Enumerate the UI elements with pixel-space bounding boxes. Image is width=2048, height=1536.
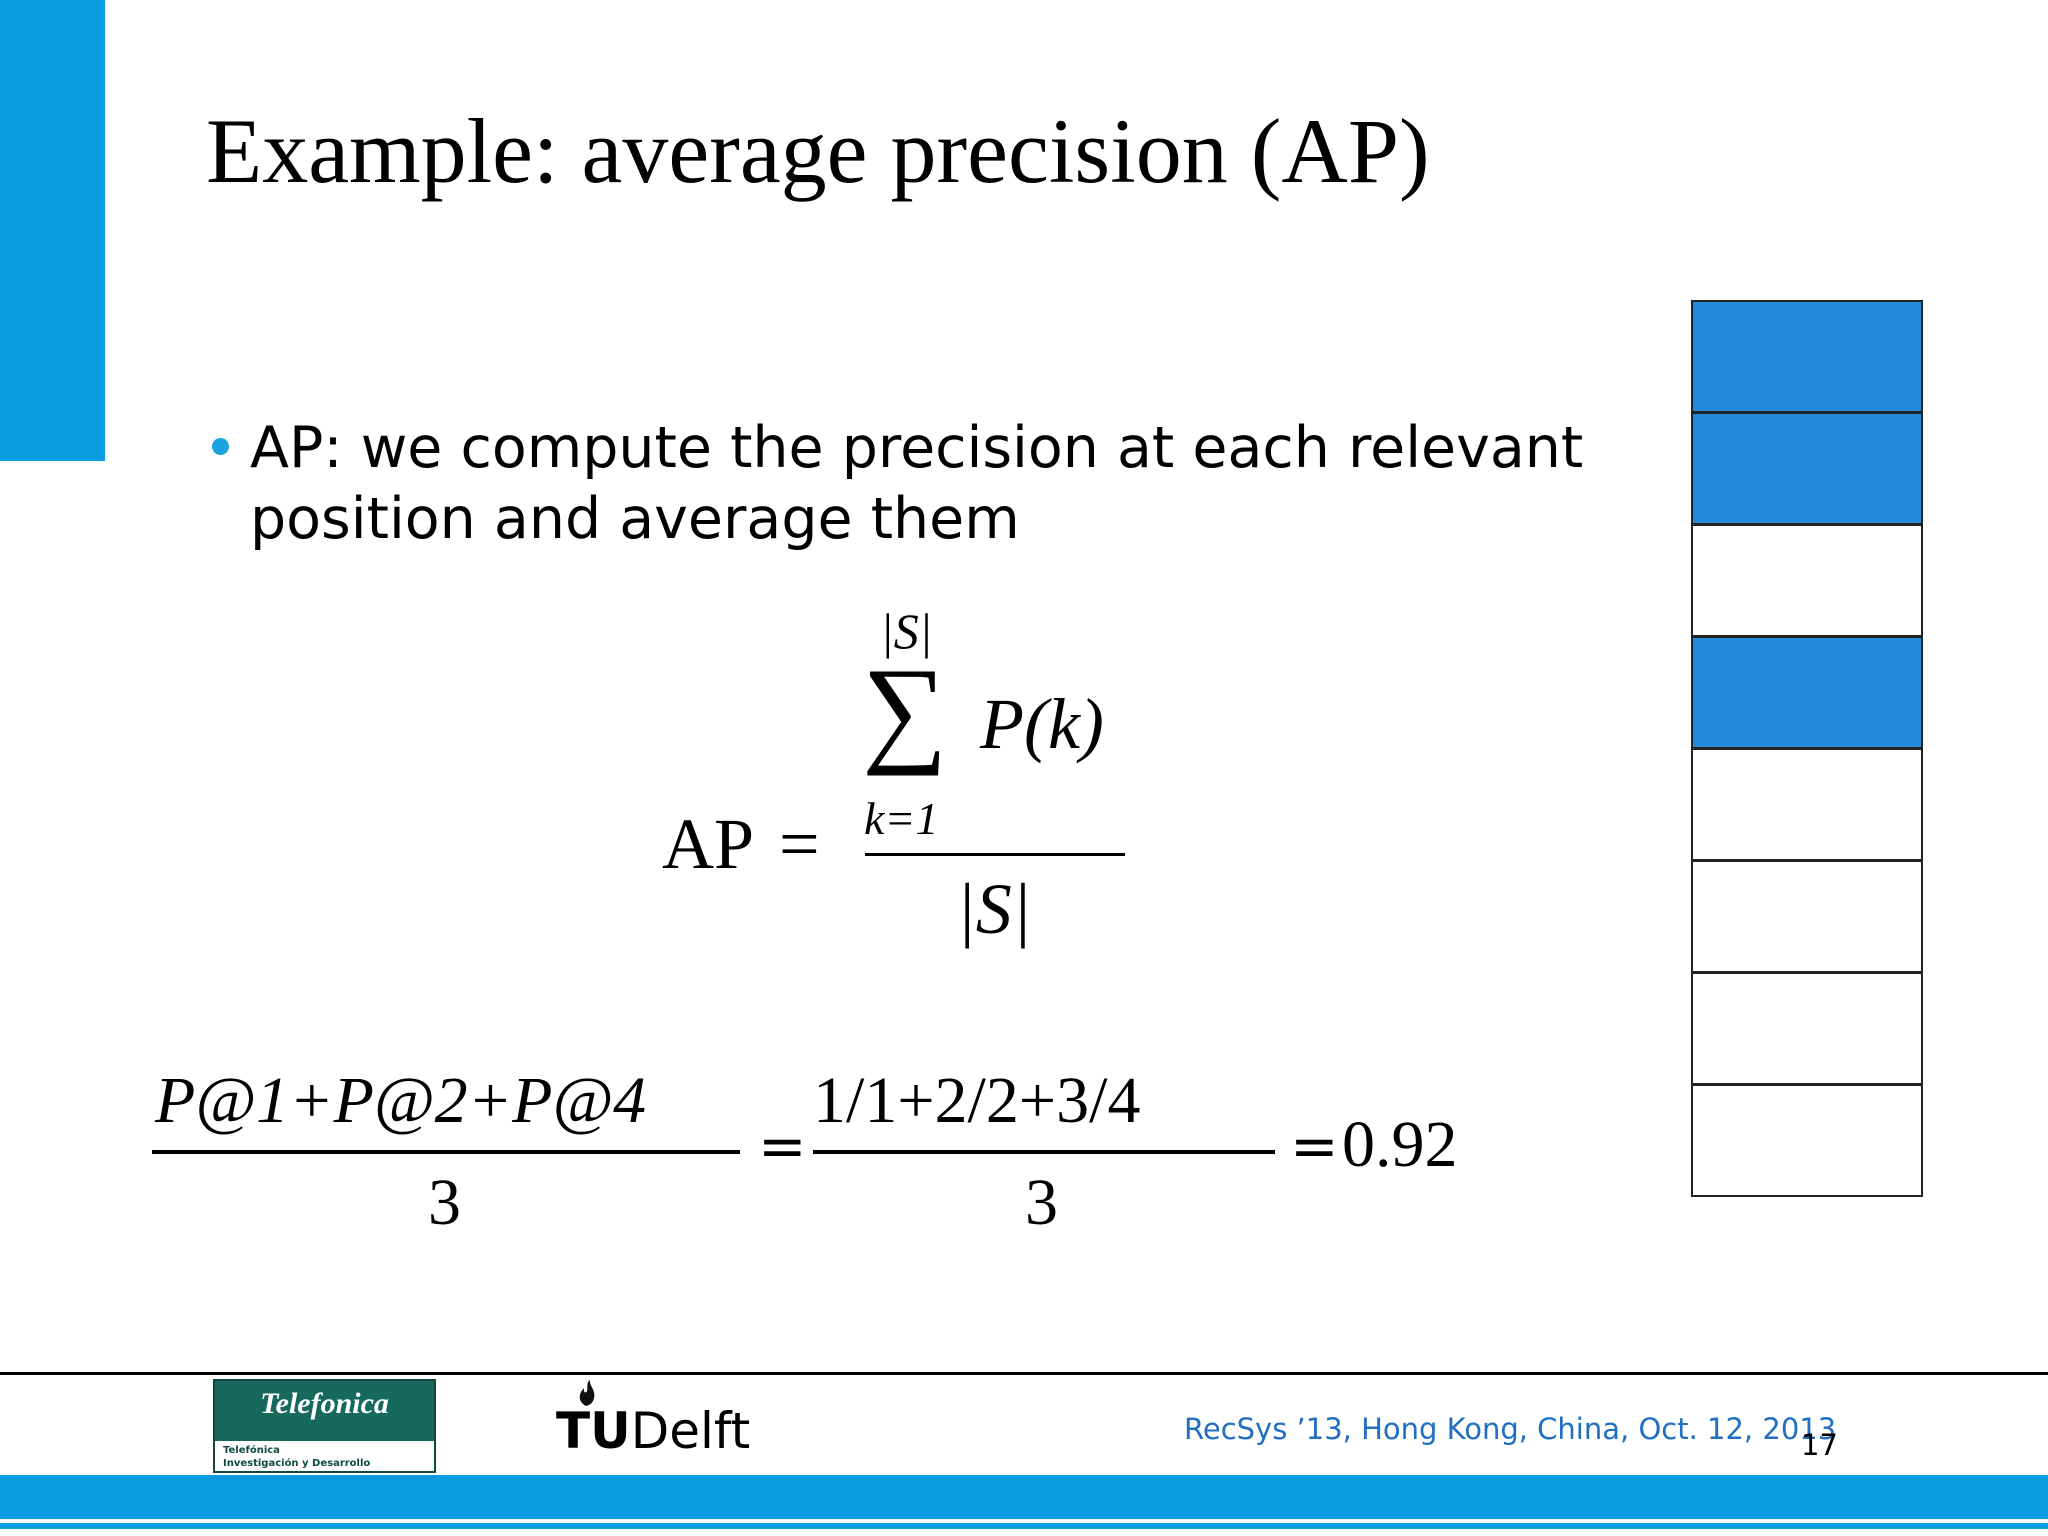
footer-caption: RecSys ’13, Hong Kong, China, Oct. 12, 2… — [1184, 1412, 1837, 1446]
telefonica-brand: Telefonica — [260, 1387, 389, 1420]
calc-numerator-2: 1/1+2/2+3/4 — [813, 1064, 1141, 1137]
footer-divider — [0, 1372, 2048, 1375]
left-accent-bar — [0, 0, 105, 461]
sum-upper-limit: |S| — [880, 603, 933, 659]
telefonica-subtitle-1: Telefónica — [223, 1445, 280, 1456]
tudelft-delft: Delft — [630, 1402, 751, 1460]
bullet-text: AP: we compute the precision at each rel… — [250, 415, 1584, 552]
fraction-bar — [865, 853, 1125, 856]
tudelft-wordmark: TUDelft — [556, 1406, 750, 1456]
telefonica-subtitle-area: Telefónica Investigación y Desarrollo — [215, 1441, 434, 1471]
summand: P(k) — [980, 684, 1104, 764]
ranking-cell-relevant — [1691, 636, 1923, 749]
ranking-cell — [1691, 860, 1923, 973]
formula-equals: = — [779, 804, 820, 884]
ranking-cell — [1691, 1084, 1923, 1197]
ranking-cell — [1691, 748, 1923, 861]
tudelft-logo: TUDelft — [556, 1380, 776, 1468]
formula-denominator: |S| — [956, 869, 1032, 949]
fraction-bar — [813, 1150, 1275, 1154]
calc-denominator-2: 3 — [1025, 1166, 1058, 1239]
page-number: 17 — [1801, 1428, 1838, 1462]
bottom-accent-band — [0, 1475, 2048, 1519]
telefonica-logo: Telefonica Telefónica Investigación y De… — [213, 1379, 436, 1473]
bullet-icon — [212, 438, 229, 455]
ranking-cell — [1691, 972, 1923, 1085]
formula-lhs: AP — [662, 804, 755, 884]
slide-title: Example: average precision (AP) — [206, 100, 1430, 202]
flame-icon — [570, 1378, 602, 1415]
bottom-accent-line — [0, 1523, 2048, 1529]
ranking-list — [1691, 300, 1923, 1197]
fraction-bar — [152, 1150, 740, 1154]
calc-denominator-1: 3 — [428, 1166, 461, 1239]
sigma-icon: ∑ — [862, 643, 948, 776]
calc-equals-1: = — [758, 1112, 807, 1180]
ranking-cell-relevant — [1691, 412, 1923, 525]
sum-lower-limit: k=1 — [864, 793, 939, 844]
ranking-cell — [1691, 524, 1923, 637]
telefonica-subtitle-2: Investigación y Desarrollo — [223, 1458, 371, 1469]
calc-equals-2: = — [1290, 1112, 1339, 1180]
calc-result: 0.92 — [1342, 1108, 1458, 1181]
calc-numerator-1: P@1+P@2+P@4 — [155, 1064, 647, 1137]
tudelft-tu: TU — [556, 1402, 631, 1460]
ranking-cell-relevant — [1691, 300, 1923, 413]
